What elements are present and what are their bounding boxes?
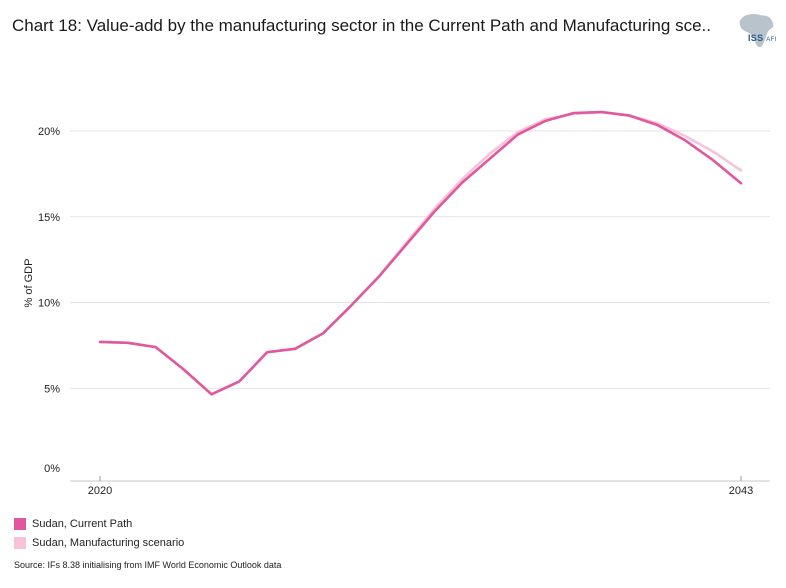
y-tick-label: 5% (44, 383, 60, 395)
axes: 0% 5% 10% 15% 20% 2020 2043 (38, 126, 770, 497)
legend-swatch-current-path (14, 517, 26, 530)
legend-label-current-path: Sudan, Current Path (32, 517, 133, 530)
series-lines (98, 110, 743, 396)
legend-label-manufacturing: Sudan, Manufacturing scenario (32, 536, 185, 549)
y-tick-label: 0% (44, 463, 60, 475)
legend-item-current-path[interactable]: Sudan, Current Path (14, 514, 184, 533)
logo-subtext: AFI (766, 37, 777, 43)
series-line-sudan-manufacturing-scenario[interactable] (98, 110, 743, 396)
africa-map-icon (739, 14, 774, 48)
x-tick-label: 2020 (88, 485, 112, 497)
chart-title: Chart 18: Value-add by the manufacturing… (12, 16, 711, 35)
legend: Sudan, Current Path Sudan, Manufacturing… (14, 514, 184, 552)
source-note: Source: IFs 8.38 initialising from IMF W… (14, 560, 282, 570)
y-tick-label: 10% (38, 298, 60, 310)
legend-item-manufacturing[interactable]: Sudan, Manufacturing scenario (14, 533, 184, 552)
x-tick-label: 2043 (729, 485, 753, 497)
logo-text: ISS (748, 33, 764, 43)
legend-swatch-manufacturing (14, 536, 26, 549)
gridlines (70, 130, 770, 389)
iss-logo: ISS AFI (748, 33, 776, 43)
y-axis-label: % of GDP (23, 259, 35, 308)
y-tick-label: 20% (38, 126, 60, 138)
y-tick-label: 15% (38, 212, 60, 224)
series-line-sudan-current-path[interactable] (98, 110, 743, 396)
